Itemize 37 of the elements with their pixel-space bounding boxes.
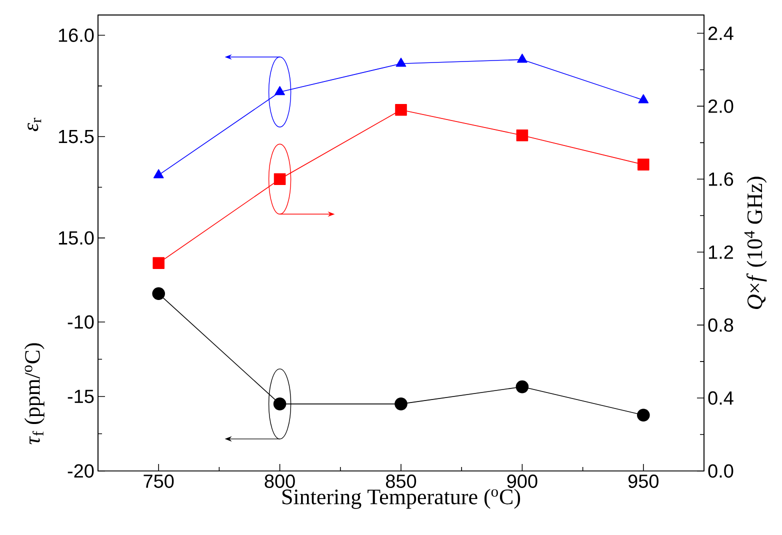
y-tick-label: -10 [68, 315, 94, 329]
point [638, 158, 650, 170]
y2-tick-label: 1.2 [708, 245, 733, 259]
point [274, 86, 285, 96]
point [517, 54, 528, 63]
y2-tick-label: 1.6 [708, 172, 734, 186]
y2-tick-label: 0.8 [708, 318, 734, 332]
y-tick-label: -15 [68, 390, 94, 404]
point [152, 257, 165, 269]
x-tick-label: 850 [386, 474, 416, 488]
point [516, 129, 528, 142]
point [638, 94, 649, 104]
y3-axis-title: ε$_{r}$ [28, 118, 42, 132]
y-tick-label: -20 [68, 464, 94, 478]
point [396, 58, 406, 67]
point [394, 398, 408, 410]
point [274, 173, 286, 186]
x-axis-title: Sintering Temperature ($^{o}$C) [282, 488, 520, 509]
y3-tick-label: 15.0 [58, 231, 94, 245]
x-tick-label: 800 [264, 474, 295, 488]
y2-axis-title: Q×f (10$^{4}$ GHz) [744, 176, 767, 309]
point [516, 380, 529, 394]
y2-tick-label: 0.0 [708, 464, 734, 478]
point [152, 287, 166, 300]
y2-tick-label: 0.4 [708, 391, 734, 405]
point [153, 169, 164, 178]
y2-tick-label: 2.4 [708, 26, 734, 40]
point [395, 104, 407, 116]
y3-tick-label: 15.5 [58, 130, 94, 144]
point [273, 398, 286, 410]
y-axis-title: τ$_{f}$ (ppm/$^{o}$C) [24, 343, 44, 444]
x-tick-label: 900 [507, 474, 538, 488]
y2-tick-label: 2.0 [708, 99, 734, 113]
point [636, 408, 650, 422]
y3-tick-label: 16.0 [58, 28, 94, 42]
x-tick-label: 750 [144, 474, 174, 488]
x-tick-label: 950 [628, 474, 658, 488]
